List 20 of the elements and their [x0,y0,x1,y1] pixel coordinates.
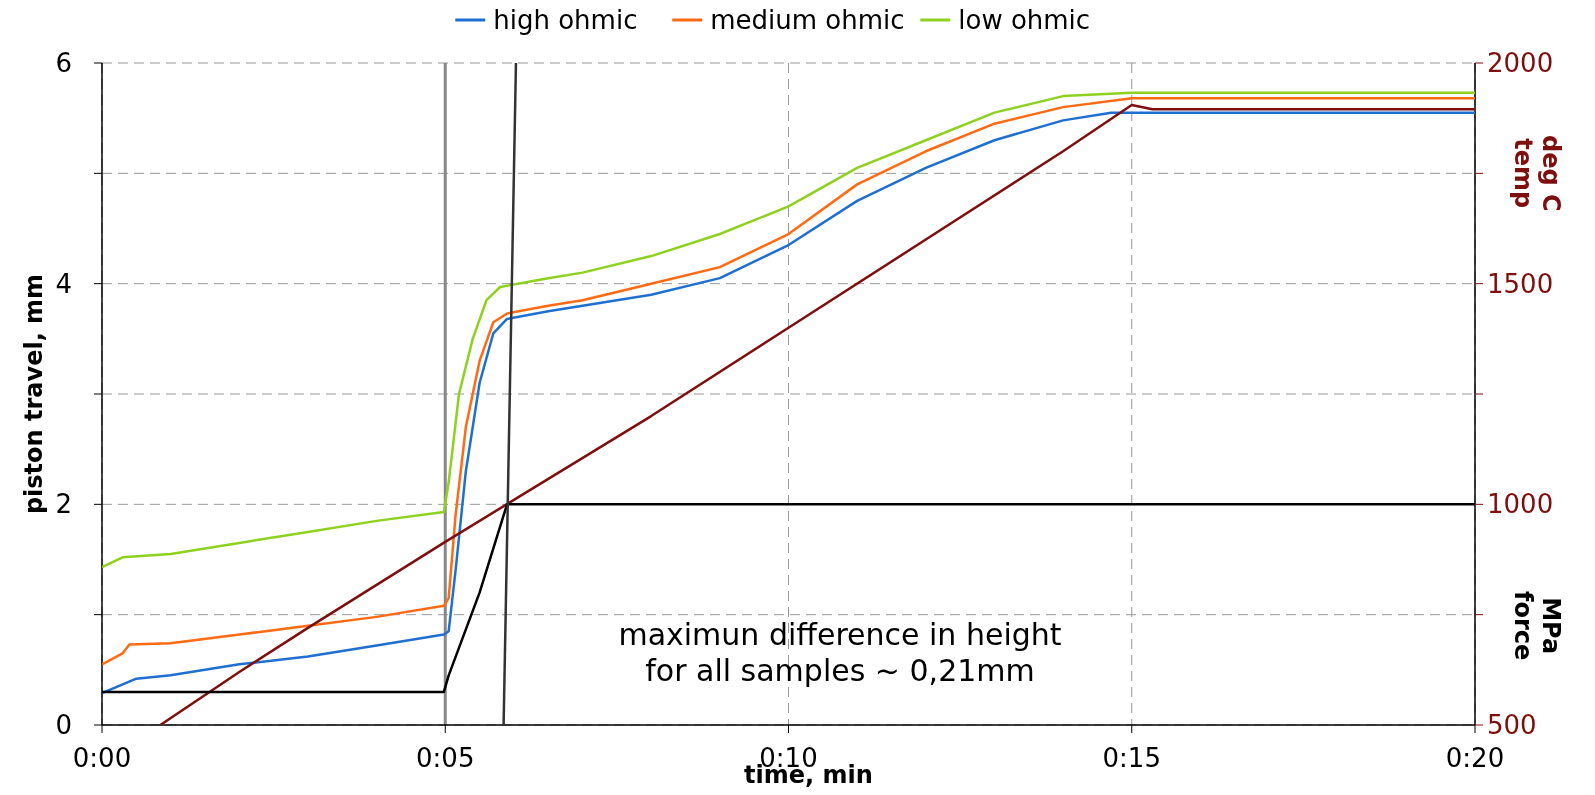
text: force MPa [1509,591,1565,661]
y2-tick-label: 1500 [1487,268,1554,299]
annotation: maximun difference in height for all samples ~ 0,21mm [618,617,1062,688]
y2-tick-label: 500 [1487,710,1537,740]
x-tick-label: 0:05 [416,743,475,773]
y-tick-label: 4 [55,268,72,299]
y2-tick-label: 2000 [1487,48,1554,78]
x-tick-label: 0:20 [1445,743,1505,773]
legend-label: high ohmic [493,5,638,35]
y2-axis-title: temp deg C [1509,135,1565,212]
y2-tick-label: 1000 [1487,489,1554,520]
x-tick-label: 0:00 [72,743,132,773]
y-axis-title: piston travel, mm [20,273,48,515]
y-tick-label: 0 [55,710,72,740]
legend-label: medium ohmic [710,5,905,35]
legend-label: low ohmic [958,5,1091,35]
y-tick-label: 2 [55,489,72,520]
y-tick-label: 6 [55,48,72,78]
line-series [102,91,1475,569]
x-tick-label: 0:15 [1102,743,1161,773]
